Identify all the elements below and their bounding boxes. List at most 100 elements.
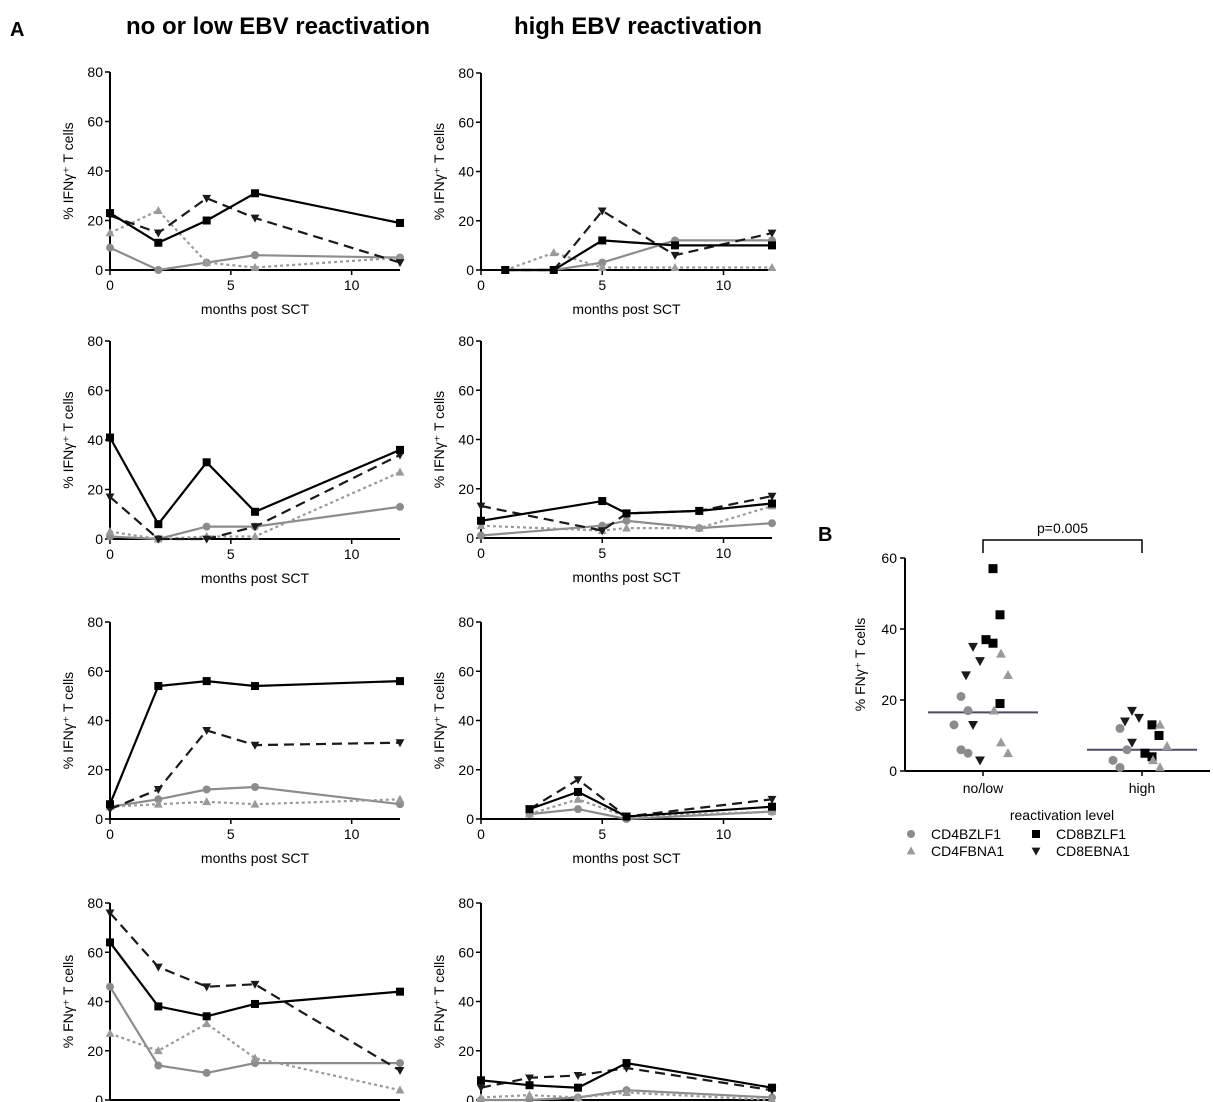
- data-point-cd8bzlf1: [202, 216, 211, 225]
- data-point-cd4bzlf1: [396, 1059, 404, 1068]
- data-point-cd4ebna1: [476, 1092, 486, 1101]
- data-point-cd8bzlf1: [251, 189, 259, 198]
- scatter-point-cd8bzlf1: [988, 638, 998, 648]
- y-tick-label: 60: [87, 114, 103, 130]
- legend-marker-cd8ebna1: [1031, 847, 1041, 856]
- panel-label-a: A: [10, 19, 24, 41]
- data-point-cd8bzlf1: [671, 241, 679, 250]
- y-tick-label: 0: [466, 262, 474, 278]
- data-point-cd4ebna1: [250, 799, 260, 808]
- series-line-cd8ebna1: [109, 912, 401, 1072]
- scatter-point-cd4bzlf1: [1122, 745, 1132, 755]
- data-point-cd4ebna1: [153, 206, 163, 214]
- scatter-point-cd4ebna1: [1148, 755, 1158, 765]
- y-tick-label: 0: [95, 811, 103, 827]
- data-point-cd8ebna1: [202, 194, 212, 203]
- line-chart-panel: 0 20 40 60 80 % FNγ⁺ T cells: [60, 895, 405, 1102]
- y-tick-label: 80: [87, 64, 103, 80]
- data-point-cd8bzlf1: [106, 209, 114, 218]
- y-tick-label: 40: [458, 432, 474, 448]
- y-axis-label: % IFNγ⁺ T cells: [60, 672, 76, 769]
- data-point-cd8ebna1: [476, 1084, 486, 1093]
- scatter-point-cd8ebna1: [1134, 713, 1144, 723]
- charts-layer: 0 20 40 60 80 0 5 10 months post SCT % IFNγ⁺ T ce…: [60, 64, 1210, 1102]
- y-tick-label: 40: [458, 164, 474, 180]
- data-point-cd4ebna1: [525, 1090, 534, 1099]
- scatter-point-cd4bzlf1: [949, 720, 959, 730]
- x-tick-label: 10: [716, 826, 732, 842]
- scatter-point-cd4bzlf1: [1108, 755, 1118, 765]
- scatter-point-cd4ebna1: [989, 705, 999, 715]
- scatter-point-cd8bzlf1: [1147, 720, 1157, 730]
- data-point-cd8ebna1: [767, 229, 777, 238]
- y-axis-label: % IFNγ⁺ T cells: [431, 672, 447, 769]
- column-title-left: no or low EBV reactivation: [126, 13, 430, 40]
- x-tick-label: 5: [598, 826, 606, 842]
- data-point-cd4ebna1: [202, 1019, 212, 1028]
- data-point-cd4ebna1: [622, 1088, 631, 1097]
- x-tick-label: 0: [106, 546, 114, 562]
- data-point-cd4ebna1: [153, 799, 163, 808]
- x-tick-label: 5: [598, 277, 606, 293]
- x-tick-label: 5: [227, 546, 235, 562]
- data-point-cd8ebna1: [670, 251, 680, 260]
- scatter-point-cd4ebna1: [1003, 669, 1013, 679]
- series-line-cd8ebna1: [528, 778, 773, 818]
- y-tick-label: 60: [458, 382, 474, 398]
- y-tick-label: 80: [87, 333, 103, 349]
- data-point-cd8ebna1: [250, 214, 260, 223]
- data-point-cd8bzlf1: [106, 433, 114, 442]
- x-tick-label: 0: [477, 545, 485, 561]
- data-point-cd4ebna1: [767, 262, 777, 271]
- data-point-cd8bzlf1: [477, 516, 485, 525]
- data-point-cd8bzlf1: [768, 499, 776, 508]
- data-point-cd8ebna1: [597, 527, 607, 536]
- x-tick-label: 5: [598, 545, 606, 561]
- panel-label-b: B: [818, 524, 832, 546]
- data-point-cd8ebna1: [202, 726, 212, 735]
- x-tick-label: 5: [227, 277, 235, 293]
- data-point-cd4bzlf1: [202, 522, 211, 531]
- data-point-cd8bzlf1: [622, 812, 631, 821]
- data-point-cd8bzlf1: [106, 938, 114, 947]
- data-point-cd4ebna1: [573, 794, 583, 803]
- series-line-cd4ebna1: [504, 251, 772, 272]
- line-chart-panel: 0 20 40 60 80 0 5 10 months post SCT % IFNγ⁺ T ce…: [60, 64, 405, 317]
- data-point-cd8bzlf1: [574, 787, 582, 796]
- y-tick-label: 80: [458, 65, 474, 81]
- scatter-point-cd8bzlf1: [1154, 731, 1164, 740]
- scatter-point-cd4ebna1: [1155, 762, 1165, 772]
- data-point-cd8bzlf1: [202, 677, 211, 686]
- y-tick-label: 20: [87, 482, 103, 498]
- data-point-cd8bzlf1: [477, 1076, 485, 1085]
- y-axis-label: % IFNγ⁺ T cells: [60, 122, 76, 219]
- line-chart-panel: 0 20 40 60 80 0 5 10 months post SCT % IFNγ⁺ T ce…: [431, 65, 777, 317]
- y-tick-label: 20: [87, 1043, 103, 1059]
- scatter-point-cd8ebna1: [968, 642, 978, 652]
- y-tick-label: 40: [881, 621, 897, 637]
- scatter-point-cd4bzlf1: [956, 691, 966, 701]
- scatter-chart-panel: 0 20 40 60 no/low high reactivation level % FNγ…: [852, 520, 1210, 859]
- data-point-cd8ebna1: [105, 493, 115, 502]
- line-chart-panel: 0 20 40 60 80 0 5 10 months post SCT % IFNγ⁺ T ce…: [60, 614, 405, 866]
- scatter-point-cd4bzlf1: [956, 745, 966, 755]
- y-tick-label: 80: [458, 895, 474, 911]
- data-point-cd8bzlf1: [525, 805, 534, 814]
- data-point-cd4ebna1: [250, 262, 260, 271]
- scatter-point-cd4bzlf1: [963, 706, 973, 716]
- scatter-point-cd8ebna1: [961, 671, 971, 681]
- data-point-cd8ebna1: [395, 1067, 405, 1076]
- data-point-cd4bzlf1: [477, 531, 485, 540]
- data-point-cd4bzlf1: [574, 805, 582, 814]
- data-point-cd8bzlf1: [396, 218, 404, 227]
- data-point-cd4bzlf1: [598, 258, 607, 267]
- x-axis-label: months post SCT: [572, 301, 681, 317]
- data-point-cd8bzlf1: [251, 682, 259, 691]
- data-point-cd4ebna1: [549, 248, 559, 257]
- y-tick-label: 60: [458, 944, 474, 960]
- scatter-point-cd4ebna1: [1155, 719, 1165, 729]
- y-tick-label: 0: [889, 763, 897, 779]
- y-tick-label: 0: [95, 531, 103, 547]
- data-point-cd8bzlf1: [202, 458, 211, 467]
